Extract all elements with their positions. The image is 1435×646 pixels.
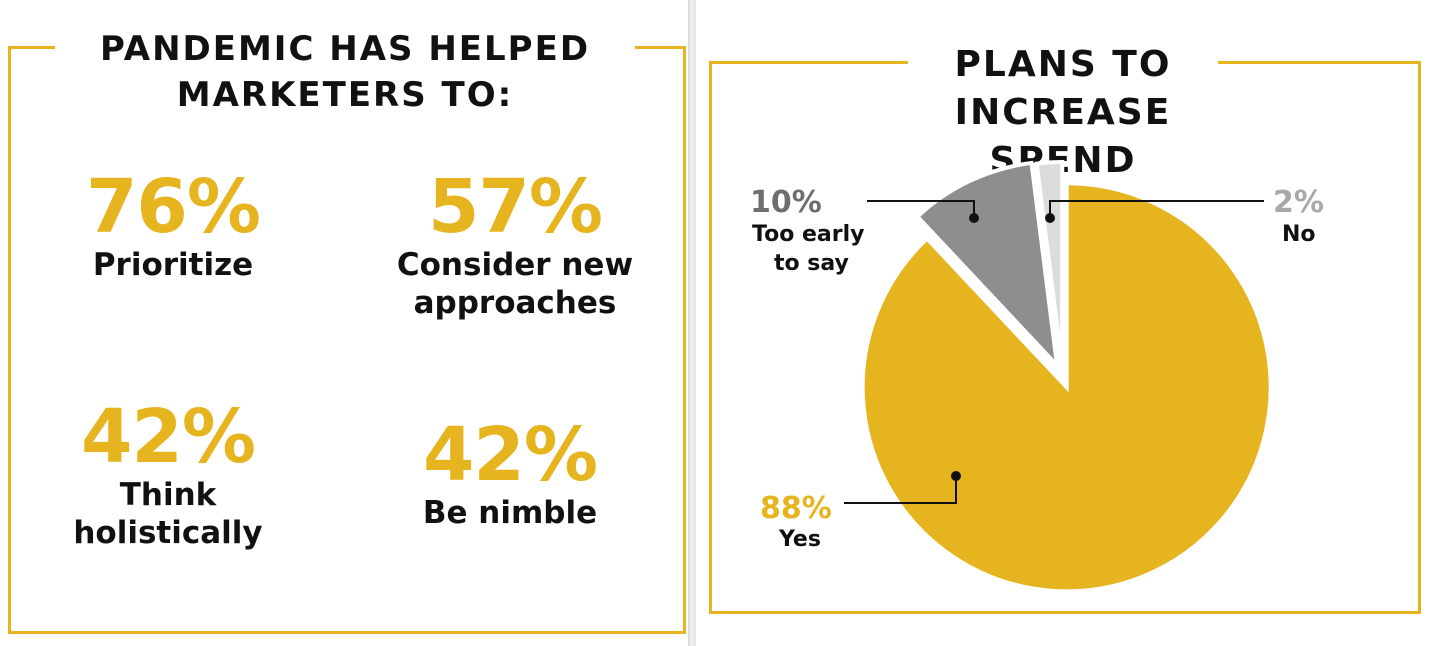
- stat-value: 42%: [422, 412, 598, 498]
- slice-value-label-yes: 88%: [760, 491, 832, 526]
- stat-label: Prioritize: [92, 247, 254, 283]
- stat-value: 42%: [80, 394, 256, 480]
- slice-label-too-early-line2: to say: [774, 251, 849, 276]
- slice-value-label-too-early: 10%: [750, 185, 822, 220]
- stat-label-line1: Consider new: [396, 247, 634, 283]
- leader-no-line: [1049, 200, 1264, 218]
- stat-consider-new-approaches: 57% Consider new approaches: [370, 168, 660, 322]
- pie-slices: [860, 160, 1273, 594]
- leader-too-early-line: [867, 200, 975, 218]
- left-heading-line2: MARKETERS TO:: [176, 75, 514, 115]
- slice-labels: 10% Too early to say 2% No 88% Yes: [750, 185, 1324, 552]
- stat-value: 76%: [85, 164, 261, 250]
- slice-value-label-no: 2%: [1273, 185, 1324, 220]
- stat-label: Be nimble: [422, 495, 598, 531]
- pie-slice-yes: [860, 181, 1273, 594]
- stat-value: 57%: [427, 164, 603, 250]
- left-heading: PANDEMIC HAS HELPED MARKETERS TO:: [55, 26, 635, 118]
- right-panel: PLANS TO INCREASE SPEND 10% Too early to…: [696, 0, 1435, 646]
- leader-no-dot: [1045, 213, 1055, 223]
- pie-slice-too-early: [914, 160, 1060, 372]
- pie-chart: 10% Too early to say 2% No 88% Yes: [750, 160, 1324, 594]
- page-gutter: [688, 0, 696, 646]
- leader-lines: [844, 200, 1264, 504]
- leader-yes-dot: [951, 471, 961, 481]
- pie-slice-no: [1034, 160, 1065, 367]
- leader-yes-line: [844, 476, 957, 504]
- left-heading-line1: PANDEMIC HAS HELPED: [99, 29, 591, 69]
- slice-label-yes: Yes: [778, 527, 821, 552]
- left-panel: PANDEMIC HAS HELPED MARKETERS TO: 76% Pr…: [0, 0, 688, 646]
- stat-prioritize: 76% Prioritize: [58, 168, 288, 284]
- stat-label-line2: holistically: [73, 515, 263, 551]
- stat-label-line1: Think: [119, 477, 217, 513]
- stat-think-holistically: 42% Think holistically: [48, 398, 288, 552]
- slice-label-too-early-line1: Too early: [752, 222, 864, 247]
- right-heading-line1: PLANS TO: [954, 44, 1172, 85]
- stat-be-nimble: 42% Be nimble: [390, 416, 630, 532]
- slice-label-no: No: [1282, 222, 1316, 247]
- stat-label-line2: approaches: [413, 285, 617, 321]
- leader-too-early-dot: [969, 213, 979, 223]
